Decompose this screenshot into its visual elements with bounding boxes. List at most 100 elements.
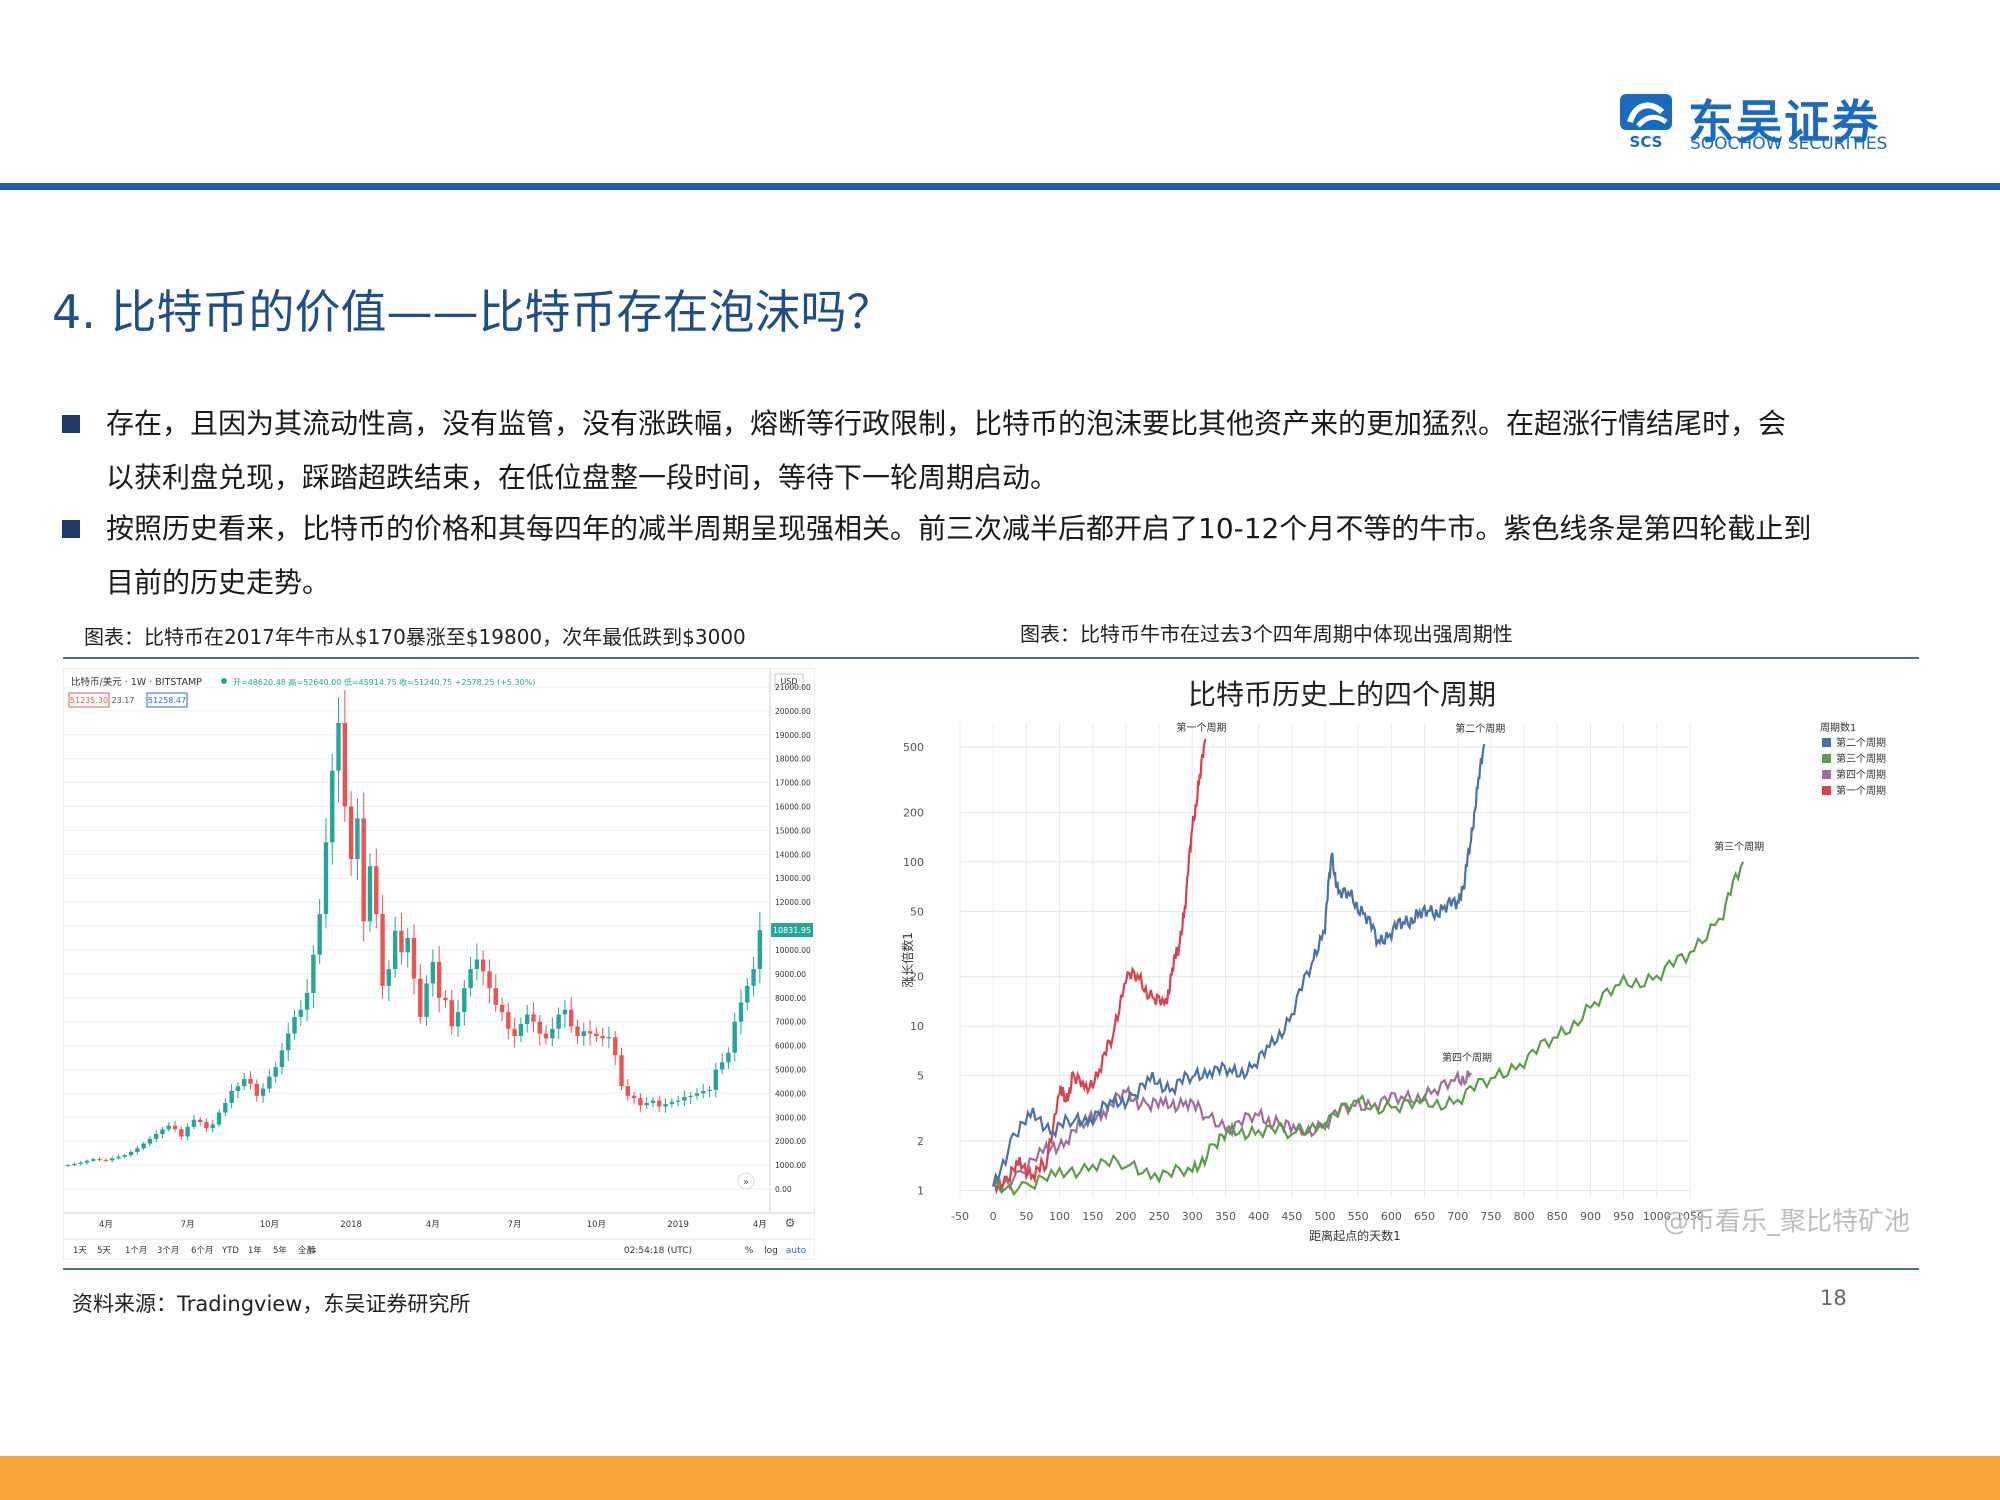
cycle-line — [992, 1069, 1472, 1192]
price-tick-label: 5000.00 — [775, 1065, 806, 1074]
x-tick-label: 600 — [1381, 1210, 1402, 1223]
sell-button[interactable] — [68, 692, 110, 708]
legend-swatch — [1822, 770, 1831, 779]
figure-top-rule — [63, 657, 1919, 659]
candle-body — [298, 1009, 304, 1017]
candle-body — [223, 1102, 228, 1113]
x-tick-label: 700 — [1447, 1210, 1468, 1223]
candlestick-series — [65, 690, 763, 1167]
spread-value: 23.17 — [112, 696, 135, 705]
candle-body — [581, 1031, 586, 1037]
candle-body — [638, 1098, 643, 1106]
scale-auto-toggle[interactable]: auto — [786, 1246, 807, 1256]
y-tick-label: 100 — [903, 856, 924, 869]
timeframe-button[interactable]: 1天 — [73, 1246, 87, 1256]
candle-body — [84, 1160, 90, 1163]
candle-body — [386, 969, 392, 986]
legend-swatch — [1822, 738, 1831, 747]
time-tick-label: 4月 — [753, 1220, 767, 1230]
timeframe-button[interactable]: 全部 — [298, 1245, 316, 1256]
candle-body — [97, 1159, 102, 1161]
time-axis-settings-button[interactable]: ⚙ — [785, 1216, 796, 1230]
y-tick-label: 2 — [917, 1135, 924, 1148]
cycle-line — [992, 743, 1486, 1187]
candle-body — [197, 1119, 203, 1123]
company-logo-name: 东吴证券 — [1688, 95, 1880, 149]
price-tick-label: 6000.00 — [775, 1042, 806, 1051]
cycle-series-lines — [992, 738, 1745, 1197]
price-tick-label: 16000.00 — [775, 803, 811, 812]
timeframe-button[interactable]: 5年 — [273, 1245, 287, 1256]
candle-body — [348, 806, 354, 860]
time-tick-label: 10月 — [260, 1220, 279, 1230]
tradingview-chart[interactable]: 比特币/美元 · 1W · BITSTAMP 开=48620.48 高=5264… — [63, 668, 815, 1260]
candle-body — [172, 1125, 178, 1130]
price-tick-label: 21000.00 — [775, 683, 811, 692]
source-note: 资料来源：Tradingview，东吴证券研究所 — [72, 1292, 471, 1316]
candle-body — [682, 1096, 687, 1101]
candle-body — [757, 930, 763, 970]
x-tick-label: 800 — [1514, 1210, 1535, 1223]
timeframe-button[interactable]: 6个月 — [191, 1246, 213, 1256]
price-tick-label: 1000.00 — [775, 1161, 806, 1170]
last-price-tag — [771, 923, 813, 938]
buy-button[interactable] — [146, 692, 188, 708]
y-axis-label: 涨长倍数1 — [900, 932, 915, 988]
time-tick-label: 4月 — [426, 1220, 440, 1230]
time-tick-label: 2019 — [667, 1220, 689, 1230]
candle-body — [669, 1101, 675, 1105]
candle-body — [594, 1033, 599, 1037]
candle-body — [122, 1155, 127, 1157]
date-range-icon[interactable]: ⇆ — [308, 1245, 316, 1256]
candle-body — [493, 988, 498, 1005]
candle-body — [694, 1093, 700, 1096]
bullet-2-line-1: 按照历史看来，比特币的价格和其每四年的减半周期呈现强相关。前三次减半后都开启了1… — [106, 512, 1812, 545]
chevrons-right-icon: » — [743, 1177, 749, 1188]
x-tick-label: 150 — [1082, 1210, 1103, 1223]
goto-realtime-button[interactable]: » — [737, 1172, 755, 1190]
timeframe-button[interactable]: 1年 — [248, 1245, 262, 1256]
cycle-annotation: 第一个周期 — [1177, 721, 1227, 734]
candle-body — [380, 914, 385, 986]
candle-body — [109, 1158, 115, 1161]
timeframe-button[interactable]: 5天 — [97, 1246, 111, 1256]
page-number: 18 — [1820, 1286, 1847, 1310]
candle-body — [518, 1024, 524, 1037]
candle-body — [675, 1100, 681, 1102]
x-tick-label: 0 — [990, 1210, 997, 1223]
scale-log-toggle[interactable]: log — [764, 1246, 778, 1256]
candle-body — [361, 818, 366, 922]
timeframe-button[interactable]: 3个月 — [157, 1246, 179, 1256]
currency-badge — [774, 673, 804, 688]
candle-body — [279, 1050, 285, 1068]
price-tick-label: 3000.00 — [775, 1113, 806, 1122]
candle-body — [738, 1002, 744, 1022]
candle-body — [474, 959, 480, 970]
legend-label: 第二个周期 — [1836, 736, 1886, 749]
price-tick-label: 9000.00 — [775, 970, 806, 979]
time-tick-label: 4月 — [99, 1220, 113, 1230]
x-tick-label: 300 — [1182, 1210, 1203, 1223]
candle-body — [707, 1089, 712, 1091]
x-tick-label: 900 — [1580, 1210, 1601, 1223]
candle-body — [242, 1079, 247, 1087]
legend-swatch — [1822, 754, 1831, 763]
candle-body — [625, 1086, 631, 1096]
candle-body — [663, 1104, 668, 1107]
candle-body — [487, 971, 492, 989]
x-axis-label: 距离起点的天数1 — [1309, 1228, 1401, 1243]
candle-body — [418, 978, 423, 1017]
timeframe-button[interactable]: 1个月 — [125, 1246, 147, 1256]
time-tick-label: 7月 — [508, 1220, 522, 1230]
candle-body — [210, 1124, 215, 1129]
time-axis-ticks: 4月 7月 10月 2018 4月 7月 10月 2019 4月 — [99, 1220, 767, 1230]
currency-label: USD — [780, 677, 797, 686]
scale-percent-toggle[interactable]: % — [745, 1246, 754, 1256]
candle-body — [455, 1012, 461, 1027]
candle-body — [235, 1086, 241, 1091]
timeframe-button[interactable]: YTD — [221, 1246, 239, 1256]
market-status-dot — [221, 678, 227, 684]
candle-body — [631, 1095, 637, 1099]
price-tick-label: 17000.00 — [775, 779, 811, 788]
